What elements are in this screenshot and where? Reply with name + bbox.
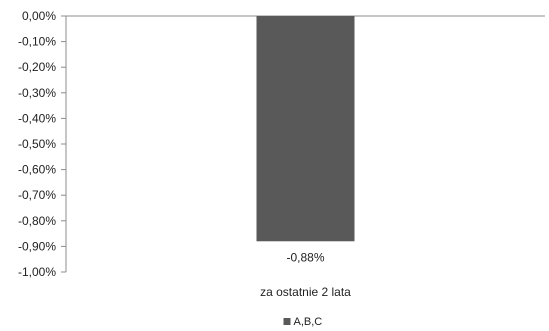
chart-axes: 0,00% -0,10% -0,20% -0,30% -0,40% -0,50% -0,60… [18, 9, 545, 279]
bar [256, 16, 355, 242]
category-label: za ostatnie 2 lata [260, 285, 351, 299]
y-tick-label: -0,60% [18, 163, 56, 177]
y-tick-label: -1,00% [18, 265, 56, 279]
y-tick-label: -0,90% [18, 239, 56, 253]
y-tick-label: -0,30% [18, 86, 56, 100]
chart-bars [256, 16, 355, 242]
y-tick-label: -0,50% [18, 137, 56, 151]
legend-label: A,B,C [294, 316, 323, 328]
y-tick-label: -0,20% [18, 60, 56, 74]
y-tick-label: -0,10% [18, 35, 56, 49]
y-tick-label: -0,40% [18, 111, 56, 125]
legend-swatch [283, 318, 291, 325]
y-tick-label: 0,00% [22, 9, 56, 23]
chart-legend: A,B,C [283, 316, 323, 328]
chart-labels: -0,88% za ostatnie 2 lata [260, 250, 351, 299]
bar-value-label: -0,88% [286, 250, 324, 264]
y-tick-label: -0,70% [18, 188, 56, 202]
y-tick-label: -0,80% [18, 214, 56, 228]
